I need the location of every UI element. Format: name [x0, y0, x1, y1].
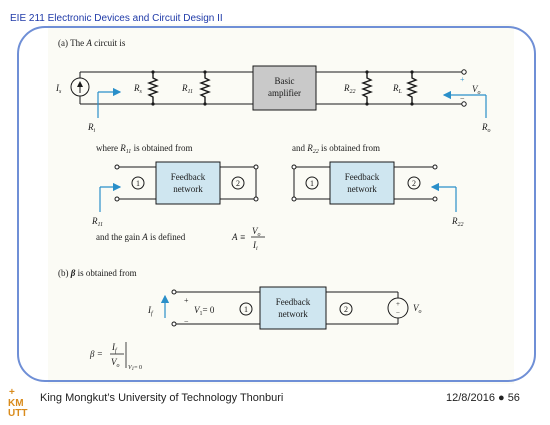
vo-minus: − — [460, 94, 465, 103]
svg-text:KM: KM — [8, 398, 24, 409]
r22-label: R22 — [343, 83, 356, 95]
rl-label: RL — [392, 83, 403, 95]
main-circuit-wires — [79, 71, 462, 105]
port2-circle-left — [231, 176, 245, 190]
v1-minus: − — [184, 317, 189, 326]
r11-label: R11 — [181, 83, 193, 95]
beta-numerator: If — [111, 342, 118, 354]
feedback-network-box-left — [155, 161, 221, 205]
rs-resistor-icon — [147, 72, 159, 104]
r11-description: where R11 is obtained from — [96, 143, 193, 155]
port2-circle-b — [339, 302, 353, 316]
fb-right-line2: network — [347, 184, 377, 194]
gain-denominator: Ii — [252, 240, 258, 252]
voltage-source-icon — [387, 297, 409, 319]
port1-label-left: 1 — [136, 179, 140, 188]
vo-plus: + — [460, 75, 465, 84]
r22-arrow-label: R22 — [451, 216, 464, 228]
gain-eq-lhs: A ≡ — [231, 232, 246, 242]
beta-eq-lhs: β = — [89, 349, 103, 359]
part-b-title: (b) β is obtained from — [58, 268, 137, 278]
vs-minus: − — [396, 309, 400, 317]
beta-denominator: Vo — [111, 357, 120, 369]
r22-network-wires — [293, 166, 434, 200]
v1-plus: + — [184, 296, 189, 305]
kmutt-logo: + KM UTT — [6, 385, 34, 417]
svg-text:+: + — [9, 387, 15, 398]
feedback-network-box-right — [329, 161, 395, 205]
port1-label-right: 1 — [310, 179, 314, 188]
port1-label-b: 1 — [244, 305, 248, 314]
output-terminal-top — [461, 69, 467, 75]
fb-b-line1: Feedback — [276, 297, 311, 307]
fb-left-line2: network — [173, 184, 203, 194]
svg-text:UTT: UTT — [8, 408, 27, 417]
port2-label-left: 2 — [236, 179, 240, 188]
port2-circle-right — [407, 176, 421, 190]
r11-network-wires — [118, 166, 257, 200]
fb-right-line1: Feedback — [345, 172, 380, 182]
gain-text: and the gain A is defined — [96, 232, 186, 242]
if-label: If — [147, 305, 154, 317]
source-label: Is — [55, 83, 62, 95]
r22-resistor-icon — [361, 72, 373, 104]
amp-label-line2: amplifier — [268, 88, 301, 98]
vo-source-label: Vo — [413, 303, 422, 315]
port1-circle-b — [239, 302, 253, 316]
port2-label-right: 2 — [412, 179, 416, 188]
course-title: EIE 211 Electronic Devices and Circuit D… — [10, 13, 223, 24]
fb-left-line1: Feedback — [171, 172, 206, 182]
output-terminal-bottom — [461, 101, 467, 107]
r11-resistor-icon — [199, 72, 211, 104]
date-page-number: 12/8/2016 ● 56 — [446, 392, 520, 404]
port2-label-b: 2 — [344, 305, 348, 314]
gain-numerator: Vo — [252, 226, 261, 238]
ri-label: Ri — [87, 122, 96, 134]
basic-amplifier-box — [252, 65, 317, 111]
rl-resistor-icon — [406, 72, 418, 104]
amp-label-line1: Basic — [275, 76, 295, 86]
beta-condition: V1= 0 — [128, 365, 142, 372]
r22-description: and R22 is obtained from — [292, 143, 380, 155]
feedback-network-box-b — [259, 286, 327, 330]
fb-b-line2: network — [278, 309, 308, 319]
port1-circle-left — [131, 176, 145, 190]
port1-circle-right — [305, 176, 319, 190]
v1-equation: V1= 0 — [194, 305, 215, 317]
r11-arrow-label: R11 — [91, 216, 103, 228]
university-name: King Mongkut’s University of Technology … — [40, 392, 284, 404]
current-source-icon — [70, 77, 90, 97]
vs-plus: + — [396, 300, 400, 308]
vo-label: Vo — [472, 84, 481, 96]
slide-frame — [17, 26, 536, 382]
part-a-title: (a) The A circuit is — [58, 38, 126, 48]
part-b-wires — [175, 291, 399, 325]
rs-label: Rs — [133, 83, 143, 95]
ro-label: Ro — [481, 122, 491, 134]
